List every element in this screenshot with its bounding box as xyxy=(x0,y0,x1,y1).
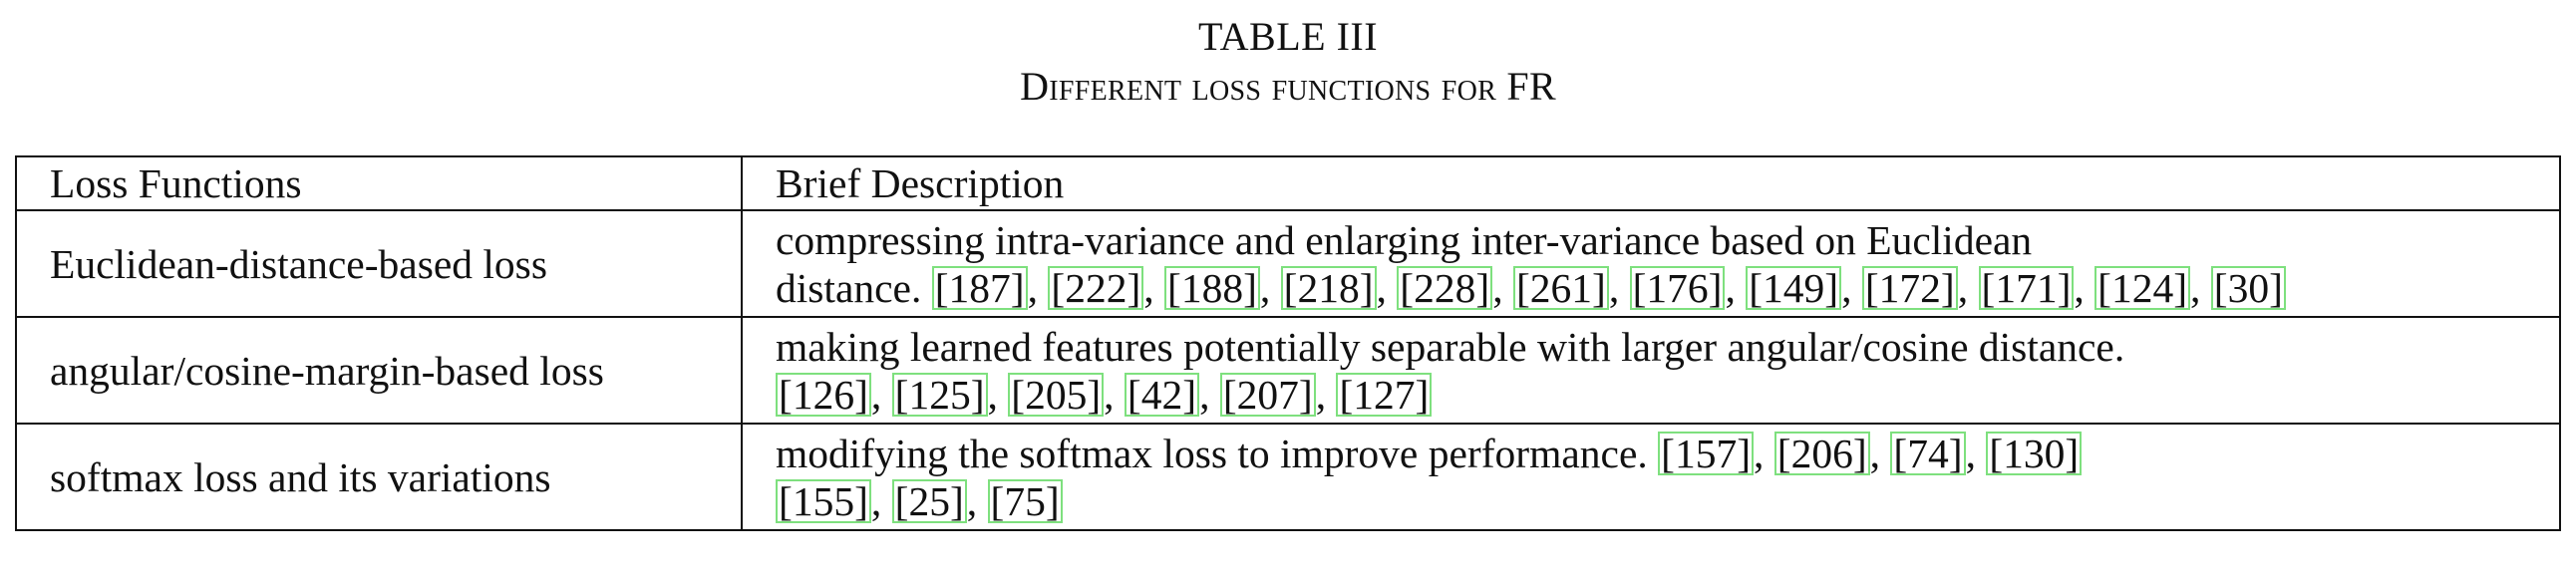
description-softmax: modifying the softmax loss to improve pe… xyxy=(741,423,2561,531)
citation-separator: , xyxy=(870,371,892,418)
description-text: modifying the softmax loss to improve pe… xyxy=(776,430,1659,476)
citation-link[interactable]: [157] xyxy=(1658,431,1755,475)
header-brief-description: Brief Description xyxy=(741,155,2561,211)
citation-list: [155], [25], [75] xyxy=(776,478,1063,524)
citation-separator: , xyxy=(1492,264,1513,311)
table-label: TABLE III xyxy=(1197,14,1379,59)
citation-separator: , xyxy=(1199,371,1220,418)
citation-link[interactable]: [74] xyxy=(1890,431,1966,475)
citation-link[interactable]: [261] xyxy=(1512,265,1609,310)
citation-link[interactable]: [171] xyxy=(1978,265,2075,310)
description-line: [126], [125], [205], [42], [207], [127] xyxy=(776,371,2545,419)
loss-name-angular: angular/cosine-margin-based loss xyxy=(15,316,743,425)
citation-link[interactable]: [222] xyxy=(1048,265,1144,310)
citation-link[interactable]: [205] xyxy=(1008,372,1105,417)
citation-separator: , xyxy=(1754,430,1774,476)
loss-name-softmax: softmax loss and its variations xyxy=(15,423,743,531)
citation-link[interactable]: [42] xyxy=(1124,372,1200,417)
table-row: Euclidean-distance-based loss compressin… xyxy=(15,209,2561,318)
citation-link[interactable]: [228] xyxy=(1397,265,1493,310)
description-angular: making learned features potentially sepa… xyxy=(741,316,2561,425)
citation-link[interactable]: [30] xyxy=(2210,265,2286,310)
description-euclidean: compressing intra-variance and enlarging… xyxy=(741,209,2561,318)
table-row: softmax loss and its variations modifyin… xyxy=(15,423,2561,531)
citation-separator: , xyxy=(1965,430,1987,476)
citation-link[interactable]: [130] xyxy=(1986,431,2083,475)
citation-separator: , xyxy=(1104,371,1125,418)
loss-name-euclidean: Euclidean-distance-based loss xyxy=(15,209,743,318)
citation-separator: , xyxy=(870,477,892,524)
citation-separator: , xyxy=(987,371,1009,418)
citation-separator: , xyxy=(2074,264,2095,311)
citation-separator: , xyxy=(1841,264,1862,311)
citation-separator: , xyxy=(2190,264,2211,311)
citation-separator: , xyxy=(966,477,988,524)
citation-separator: , xyxy=(1725,264,1747,311)
citation-link[interactable]: [218] xyxy=(1280,265,1377,310)
citation-separator: , xyxy=(1143,264,1165,311)
description-line: modifying the softmax loss to improve pe… xyxy=(776,430,2545,477)
citation-list: [157], [206], [74], [130] xyxy=(1658,430,2083,476)
citation-link[interactable]: [126] xyxy=(776,372,871,417)
description-line: [155], [25], [75] xyxy=(776,477,2545,525)
description-line: compressing intra-variance and enlarging… xyxy=(776,216,2033,263)
citation-separator: , xyxy=(1315,371,1337,418)
citation-link[interactable]: [155] xyxy=(776,478,871,523)
citation-link[interactable]: [75] xyxy=(987,478,1063,523)
citation-separator: , xyxy=(1259,264,1281,311)
loss-functions-table: Loss Functions Brief Description Euclide… xyxy=(15,155,2561,531)
description-line: distance. [187], [222], [188], [218], [2… xyxy=(776,264,2545,312)
citation-separator: , xyxy=(1376,264,1398,311)
description-text: distance. xyxy=(776,264,932,311)
citation-link[interactable]: [125] xyxy=(891,372,988,417)
citation-link[interactable]: [187] xyxy=(931,265,1028,310)
header-loss-functions: Loss Functions xyxy=(15,155,743,211)
citation-list: [187], [222], [188], [218], [228], [261]… xyxy=(931,264,2286,311)
citation-separator: , xyxy=(1608,264,1630,311)
citation-separator: , xyxy=(1869,430,1891,476)
citation-separator: , xyxy=(1957,264,1979,311)
citation-link[interactable]: [207] xyxy=(1219,372,1316,417)
citation-separator: , xyxy=(1027,264,1049,311)
table-header-row: Loss Functions Brief Description xyxy=(15,155,2561,211)
description-line: making learned features potentially sepa… xyxy=(776,323,2125,370)
citation-link[interactable]: [176] xyxy=(1629,265,1726,310)
citation-link[interactable]: [206] xyxy=(1773,431,1870,475)
citation-list: [126], [125], [205], [42], [207], [127] xyxy=(776,371,1433,418)
citation-link[interactable]: [25] xyxy=(891,478,967,523)
citation-link[interactable]: [127] xyxy=(1336,372,1433,417)
table-row: angular/cosine-margin-based loss making … xyxy=(15,316,2561,425)
citation-link[interactable]: [149] xyxy=(1746,265,1842,310)
citation-link[interactable]: [124] xyxy=(2094,265,2191,310)
table-title: Different loss functions for FR xyxy=(1020,64,1556,109)
citation-link[interactable]: [188] xyxy=(1164,265,1260,310)
citation-link[interactable]: [172] xyxy=(1861,265,1958,310)
